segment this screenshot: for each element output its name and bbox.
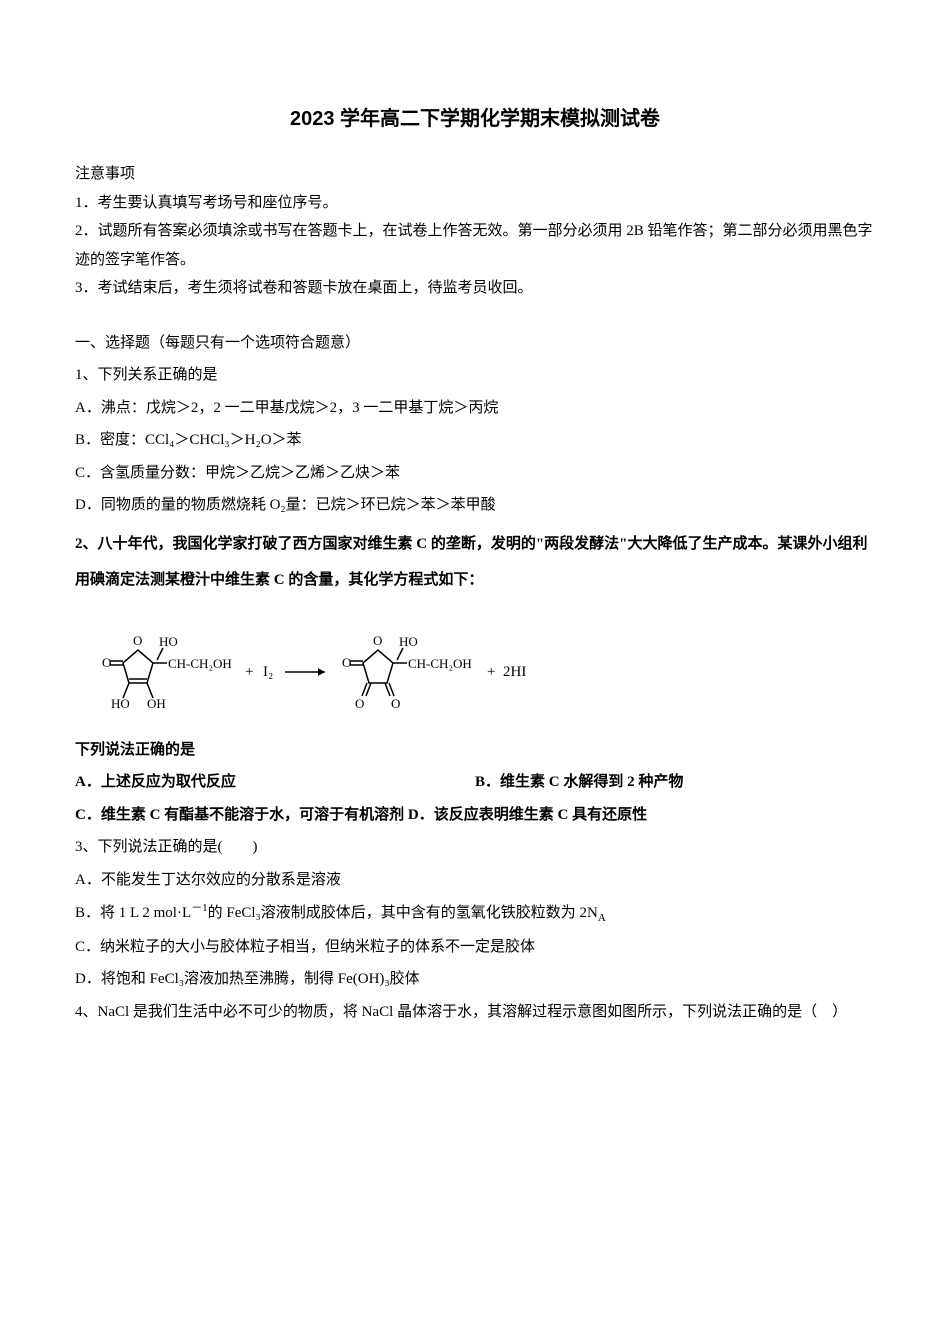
svg-text:HO: HO (399, 634, 418, 649)
notice-item-2: 2．试题所有答案必须填涂或书写在答题卡上，在试卷上作答无效。第一部分必须用 2B… (75, 217, 875, 274)
q1-option-c: C．含氢质量分数：甲烷＞乙烷＞乙烯＞乙炔＞苯 (75, 459, 875, 488)
q3-option-b: B．将 1 L 2 mol·L－1的 FeCl₃溶液制成胶体后，其中含有的氢氧化… (75, 898, 875, 929)
q2-option-b: B．维生素 C 水解得到 2 种产物 (475, 768, 875, 797)
svg-text:O: O (102, 655, 111, 670)
svg-text:I₂: I₂ (263, 664, 273, 680)
q3-option-c: C．纳米粒子的大小与胶体粒子相当，但纳米粒子的体系不一定是胶体 (75, 933, 875, 962)
q2-option-cd: C．维生素 C 有酯基不能溶于水，可溶于有机溶剂 D．该反应表明维生素 C 具有… (75, 801, 875, 830)
molecule-right (350, 648, 407, 696)
q3-stem: 3、下列说法正确的是( ) (75, 833, 875, 862)
svg-text:OH: OH (147, 696, 166, 711)
q1-option-d: D．同物质的量的物质燃烧耗 O₂量：已烷＞环已烷＞苯＞苯甲酸 (75, 491, 875, 520)
q2-option-c: C．维生素 C 有酯基不能溶于水，可溶于有机溶剂 (75, 807, 404, 823)
q2-formula: O O HO HO OH CH-CH₂OH + I₂ O O HO O O (75, 628, 875, 718)
svg-text:HO: HO (159, 634, 178, 649)
svg-text:O: O (133, 633, 142, 648)
q1-stem: 1、下列关系正确的是 (75, 361, 875, 390)
svg-text:+: + (245, 664, 253, 680)
q3-option-d: D．将饱和 FeCl₃溶液加热至沸腾，制得 Fe(OH)₃胶体 (75, 965, 875, 994)
notice-header: 注意事项 (75, 160, 875, 189)
svg-text:O: O (391, 696, 400, 711)
svg-text:HO: HO (111, 696, 130, 711)
svg-text:2HI: 2HI (503, 664, 526, 680)
svg-text:CH-CH₂OH: CH-CH₂OH (408, 656, 472, 671)
svg-text:O: O (342, 655, 351, 670)
section-header: 一、选择题（每题只有一个选项符合题意） (75, 329, 875, 358)
q1-option-a: A．沸点：戊烷＞2，2 一二甲基戊烷＞2，3 一二甲基丁烷＞丙烷 (75, 394, 875, 423)
q2-stem: 2、八十年代，我国化学家打破了西方国家对维生素 C 的垄断，发明的"两段发酵法"… (75, 526, 875, 598)
q1-option-b: B．密度：CCl₄＞CHCl₃＞H₂O＞苯 (75, 426, 875, 455)
q3-option-a: A．不能发生丁达尔效应的分散系是溶液 (75, 866, 875, 895)
svg-text:O: O (355, 696, 364, 711)
exam-title: 2023 学年高二下学期化学期末模拟测试卷 (75, 100, 875, 138)
svg-text:CH-CH₂OH: CH-CH₂OH (168, 656, 232, 671)
svg-text:+: + (487, 664, 495, 680)
notice-item-3: 3．考试结束后，考生须将试卷和答题卡放在桌面上，待监考员收回。 (75, 274, 875, 303)
q2-option-a: A．上述反应为取代反应 (75, 768, 475, 797)
molecule-left (110, 648, 167, 698)
notice-item-1: 1．考生要认真填写考场号和座位序号。 (75, 189, 875, 218)
svg-text:O: O (373, 633, 382, 648)
q2-below: 下列说法正确的是 (75, 736, 875, 765)
q2-option-d: D．该反应表明维生素 C 具有还原性 (408, 807, 647, 823)
q4-stem: 4、NaCl 是我们生活中必不可少的物质，将 NaCl 晶体溶于水，其溶解过程示… (75, 998, 875, 1027)
